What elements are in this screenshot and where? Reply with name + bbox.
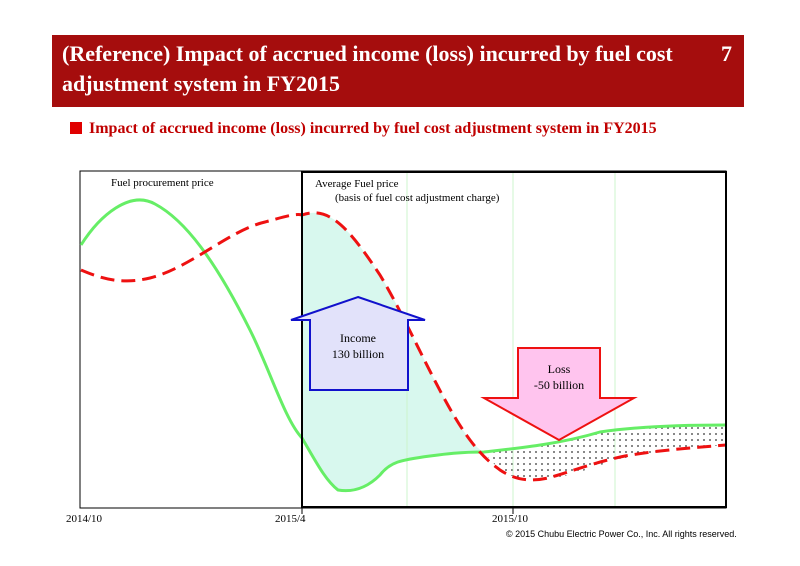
income-label: Income — [340, 331, 376, 345]
loss-amount: -50 billion — [533, 378, 585, 392]
copyright-notice: © 2015 Chubu Electric Power Co., Inc. Al… — [506, 529, 737, 539]
section-subtitle: Impact of accrued income (loss) incurred… — [70, 119, 657, 139]
income-up-arrow — [290, 295, 426, 391]
page-number: 7 — [721, 41, 732, 66]
fuel-procurement-price-line — [79, 198, 727, 493]
loss-label: Loss — [547, 362, 571, 376]
x-axis-label-2015-10: 2015/10 — [492, 513, 529, 525]
subtitle-text: Impact of accrued income (loss) incurred… — [89, 120, 657, 137]
page-title: (Reference) Impact of accrued income (lo… — [62, 41, 673, 96]
average-fuel-price-line — [80, 211, 727, 482]
loss-area — [484, 425, 726, 480]
loss-down-arrow — [480, 347, 638, 442]
income-amount: 130 billion — [331, 347, 385, 361]
average-fuel-price-basis-label: (basis of fuel cost adjustment charge) — [335, 192, 500, 204]
fuel-procurement-price-label: Fuel procurement price — [111, 177, 214, 189]
average-price-box — [301, 171, 727, 508]
x-axis-label-2015-4: 2015/4 — [275, 513, 306, 525]
average-fuel-price-label: Average Fuel price — [315, 178, 399, 190]
x-axis-label-2014-10: 2014/10 — [66, 513, 103, 525]
bullet-square-icon — [70, 122, 82, 134]
title-bar: (Reference) Impact of accrued income (lo… — [52, 35, 744, 107]
